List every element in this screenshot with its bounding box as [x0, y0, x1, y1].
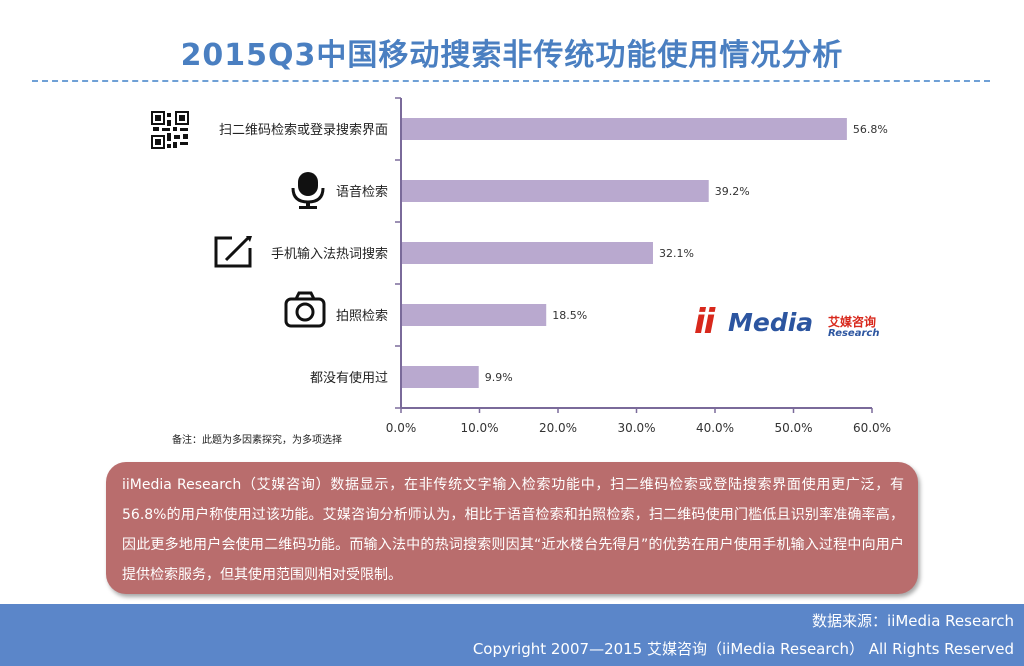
logo-chinese: 艾媒咨询: [828, 315, 877, 329]
x-tick-label: 0.0%: [386, 421, 417, 435]
x-tick-label: 10.0%: [460, 421, 498, 435]
x-tick-label: 60.0%: [853, 421, 891, 435]
category-label: 扫二维码检索或登录搜索界面: [219, 123, 388, 138]
x-tick-label: 40.0%: [696, 421, 734, 435]
x-tick-label: 20.0%: [539, 421, 577, 435]
footer-source: 数据来源：iiMedia Research: [812, 612, 1014, 630]
page-title: 2015Q3中国移动搜索非传统功能使用情况分析: [180, 38, 844, 73]
value-label: 9.9%: [485, 371, 513, 384]
iimedia-logo: ii Media 艾媒咨询 Research: [694, 300, 894, 346]
title-divider: [32, 80, 990, 82]
microphone-icon: [291, 172, 325, 209]
value-label: 39.2%: [715, 185, 750, 198]
chart-note: 备注：此题为多因素探究，为多项选择: [172, 435, 342, 446]
x-tick-label: 30.0%: [617, 421, 655, 435]
x-tick-label: 50.0%: [774, 421, 812, 435]
category-label: 拍照检索: [336, 309, 388, 324]
camera-icon: [284, 291, 326, 328]
bar: [401, 180, 709, 202]
logo-research: Research: [828, 328, 880, 339]
handwriting-icon: [214, 236, 252, 268]
summary-box: iiMedia Research（艾媒咨询）数据显示，在非传统文字输入检索功能中…: [106, 462, 918, 594]
bar: [401, 118, 847, 140]
category-label: 手机输入法热词搜索: [271, 246, 388, 262]
footer-copyright: Copyright 2007—2015 艾媒咨询（iiMedia Researc…: [472, 640, 1014, 658]
value-label: 56.8%: [853, 123, 888, 136]
summary-text: iiMedia Research（艾媒咨询）数据显示，在非传统文字输入检索功能中…: [122, 477, 904, 583]
bar: [401, 366, 479, 388]
value-label: 32.1%: [659, 247, 694, 260]
qr-code-icon: [151, 111, 189, 149]
category-label: 语音检索: [336, 184, 388, 200]
bar: [401, 304, 547, 326]
bar: [401, 242, 653, 264]
logo-ii: ii: [694, 302, 715, 342]
value-label: 18.5%: [552, 309, 587, 322]
logo-media: Media: [728, 308, 814, 337]
footer: 数据来源：iiMedia Research Copyright 2007—201…: [0, 604, 1024, 666]
category-label: 都没有使用过: [310, 370, 388, 386]
bar-chart: 56.8% 扫二维码检索或登录搜索界面 39.2% 语音检索 32.1% 手机输入法热词搜…: [151, 97, 891, 435]
